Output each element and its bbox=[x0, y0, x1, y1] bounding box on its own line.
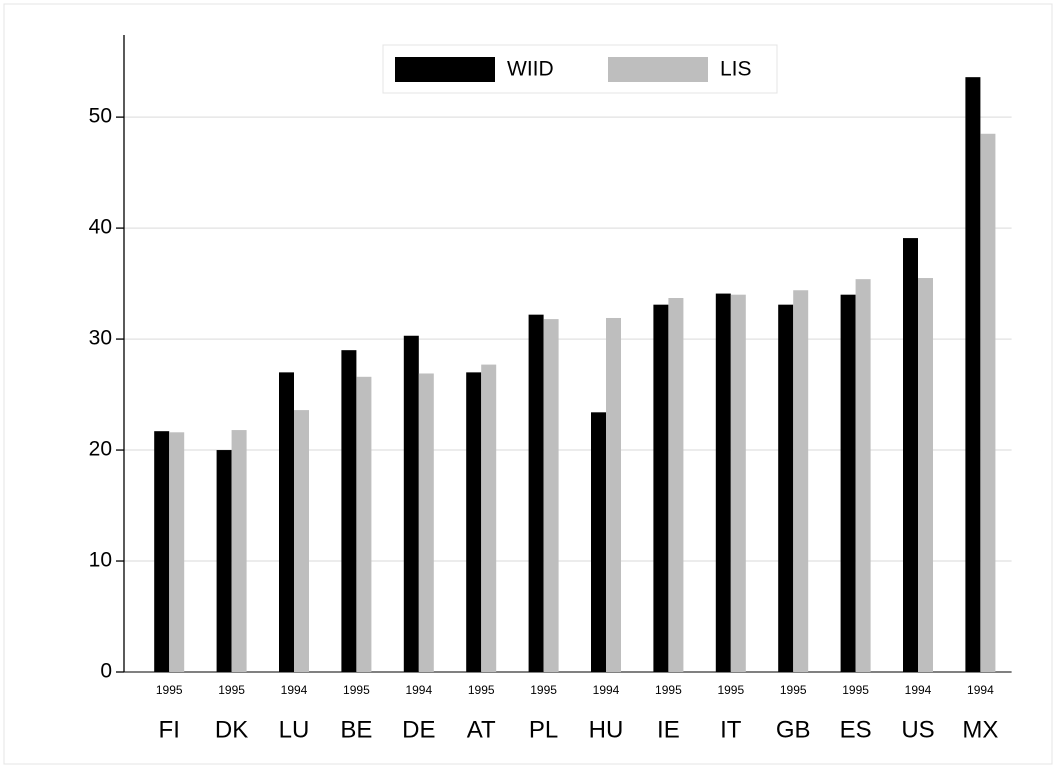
x-tick-label: DK bbox=[215, 716, 248, 743]
bar bbox=[715, 293, 731, 672]
bar bbox=[965, 77, 981, 673]
x-tick-label: FI bbox=[159, 716, 180, 743]
x-tick-label: LU bbox=[279, 716, 310, 743]
bar bbox=[481, 364, 497, 672]
legend-swatch bbox=[608, 57, 708, 82]
bar bbox=[231, 430, 247, 672]
frame bbox=[3, 3, 1053, 765]
bar bbox=[528, 314, 544, 672]
y-tick-label: 0 bbox=[100, 660, 112, 683]
bar bbox=[793, 290, 809, 672]
bar bbox=[653, 304, 669, 672]
x-tick-label: AT bbox=[467, 716, 496, 743]
bar bbox=[918, 278, 933, 672]
y-tick-label: 10 bbox=[89, 549, 112, 572]
legend: WIID LIS bbox=[382, 44, 778, 94]
bar bbox=[154, 431, 170, 672]
bar bbox=[730, 294, 746, 672]
bar bbox=[294, 410, 309, 672]
x-tick-label: US bbox=[901, 716, 934, 743]
x-tick-label: IE bbox=[657, 716, 680, 743]
bar bbox=[840, 294, 856, 672]
x-tick-label: IT bbox=[720, 716, 742, 743]
year-label: 1994 bbox=[405, 683, 432, 697]
bar bbox=[778, 304, 794, 672]
x-tick-label: PL bbox=[529, 716, 558, 743]
legend-label: WIID bbox=[507, 58, 554, 81]
year-label: 1995 bbox=[842, 683, 869, 697]
y-tick-label: 50 bbox=[89, 105, 112, 128]
year-label: 1994 bbox=[593, 683, 620, 697]
x-tick-label: DE bbox=[402, 716, 435, 743]
x-tick-label: BE bbox=[340, 716, 372, 743]
year-label: 1995 bbox=[156, 683, 183, 697]
year-label: 1994 bbox=[905, 683, 932, 697]
bar bbox=[466, 372, 482, 672]
year-label: 1995 bbox=[468, 683, 495, 697]
year-label: 1995 bbox=[780, 683, 807, 697]
bar bbox=[903, 238, 918, 672]
year-label: 1995 bbox=[655, 683, 682, 697]
x-tick-label: ES bbox=[840, 716, 872, 743]
bar bbox=[591, 412, 606, 672]
bar bbox=[356, 376, 372, 672]
year-label: 1994 bbox=[967, 683, 994, 697]
year-label: 1994 bbox=[281, 683, 308, 697]
year-label: 1995 bbox=[717, 683, 744, 697]
bar bbox=[606, 317, 621, 672]
bar bbox=[341, 350, 357, 672]
legend-swatch bbox=[395, 57, 495, 82]
bar bbox=[403, 335, 419, 672]
bar bbox=[668, 298, 684, 672]
bar bbox=[855, 279, 871, 672]
bar bbox=[980, 133, 996, 672]
year-label: 1995 bbox=[218, 683, 245, 697]
bar bbox=[169, 432, 185, 672]
bar bbox=[543, 319, 559, 672]
bar bbox=[216, 450, 232, 672]
x-tick-label: MX bbox=[962, 716, 998, 743]
y-tick-label: 40 bbox=[89, 216, 112, 239]
year-label: 1995 bbox=[530, 683, 557, 697]
x-tick-label: GB bbox=[776, 716, 811, 743]
x-tick-label: HU bbox=[589, 716, 624, 743]
legend-label: LIS bbox=[720, 58, 752, 81]
bar bbox=[418, 373, 434, 672]
y-tick-label: 20 bbox=[89, 438, 112, 461]
bar bbox=[279, 372, 294, 672]
year-label: 1995 bbox=[343, 683, 370, 697]
y-tick-label: 30 bbox=[89, 327, 112, 350]
